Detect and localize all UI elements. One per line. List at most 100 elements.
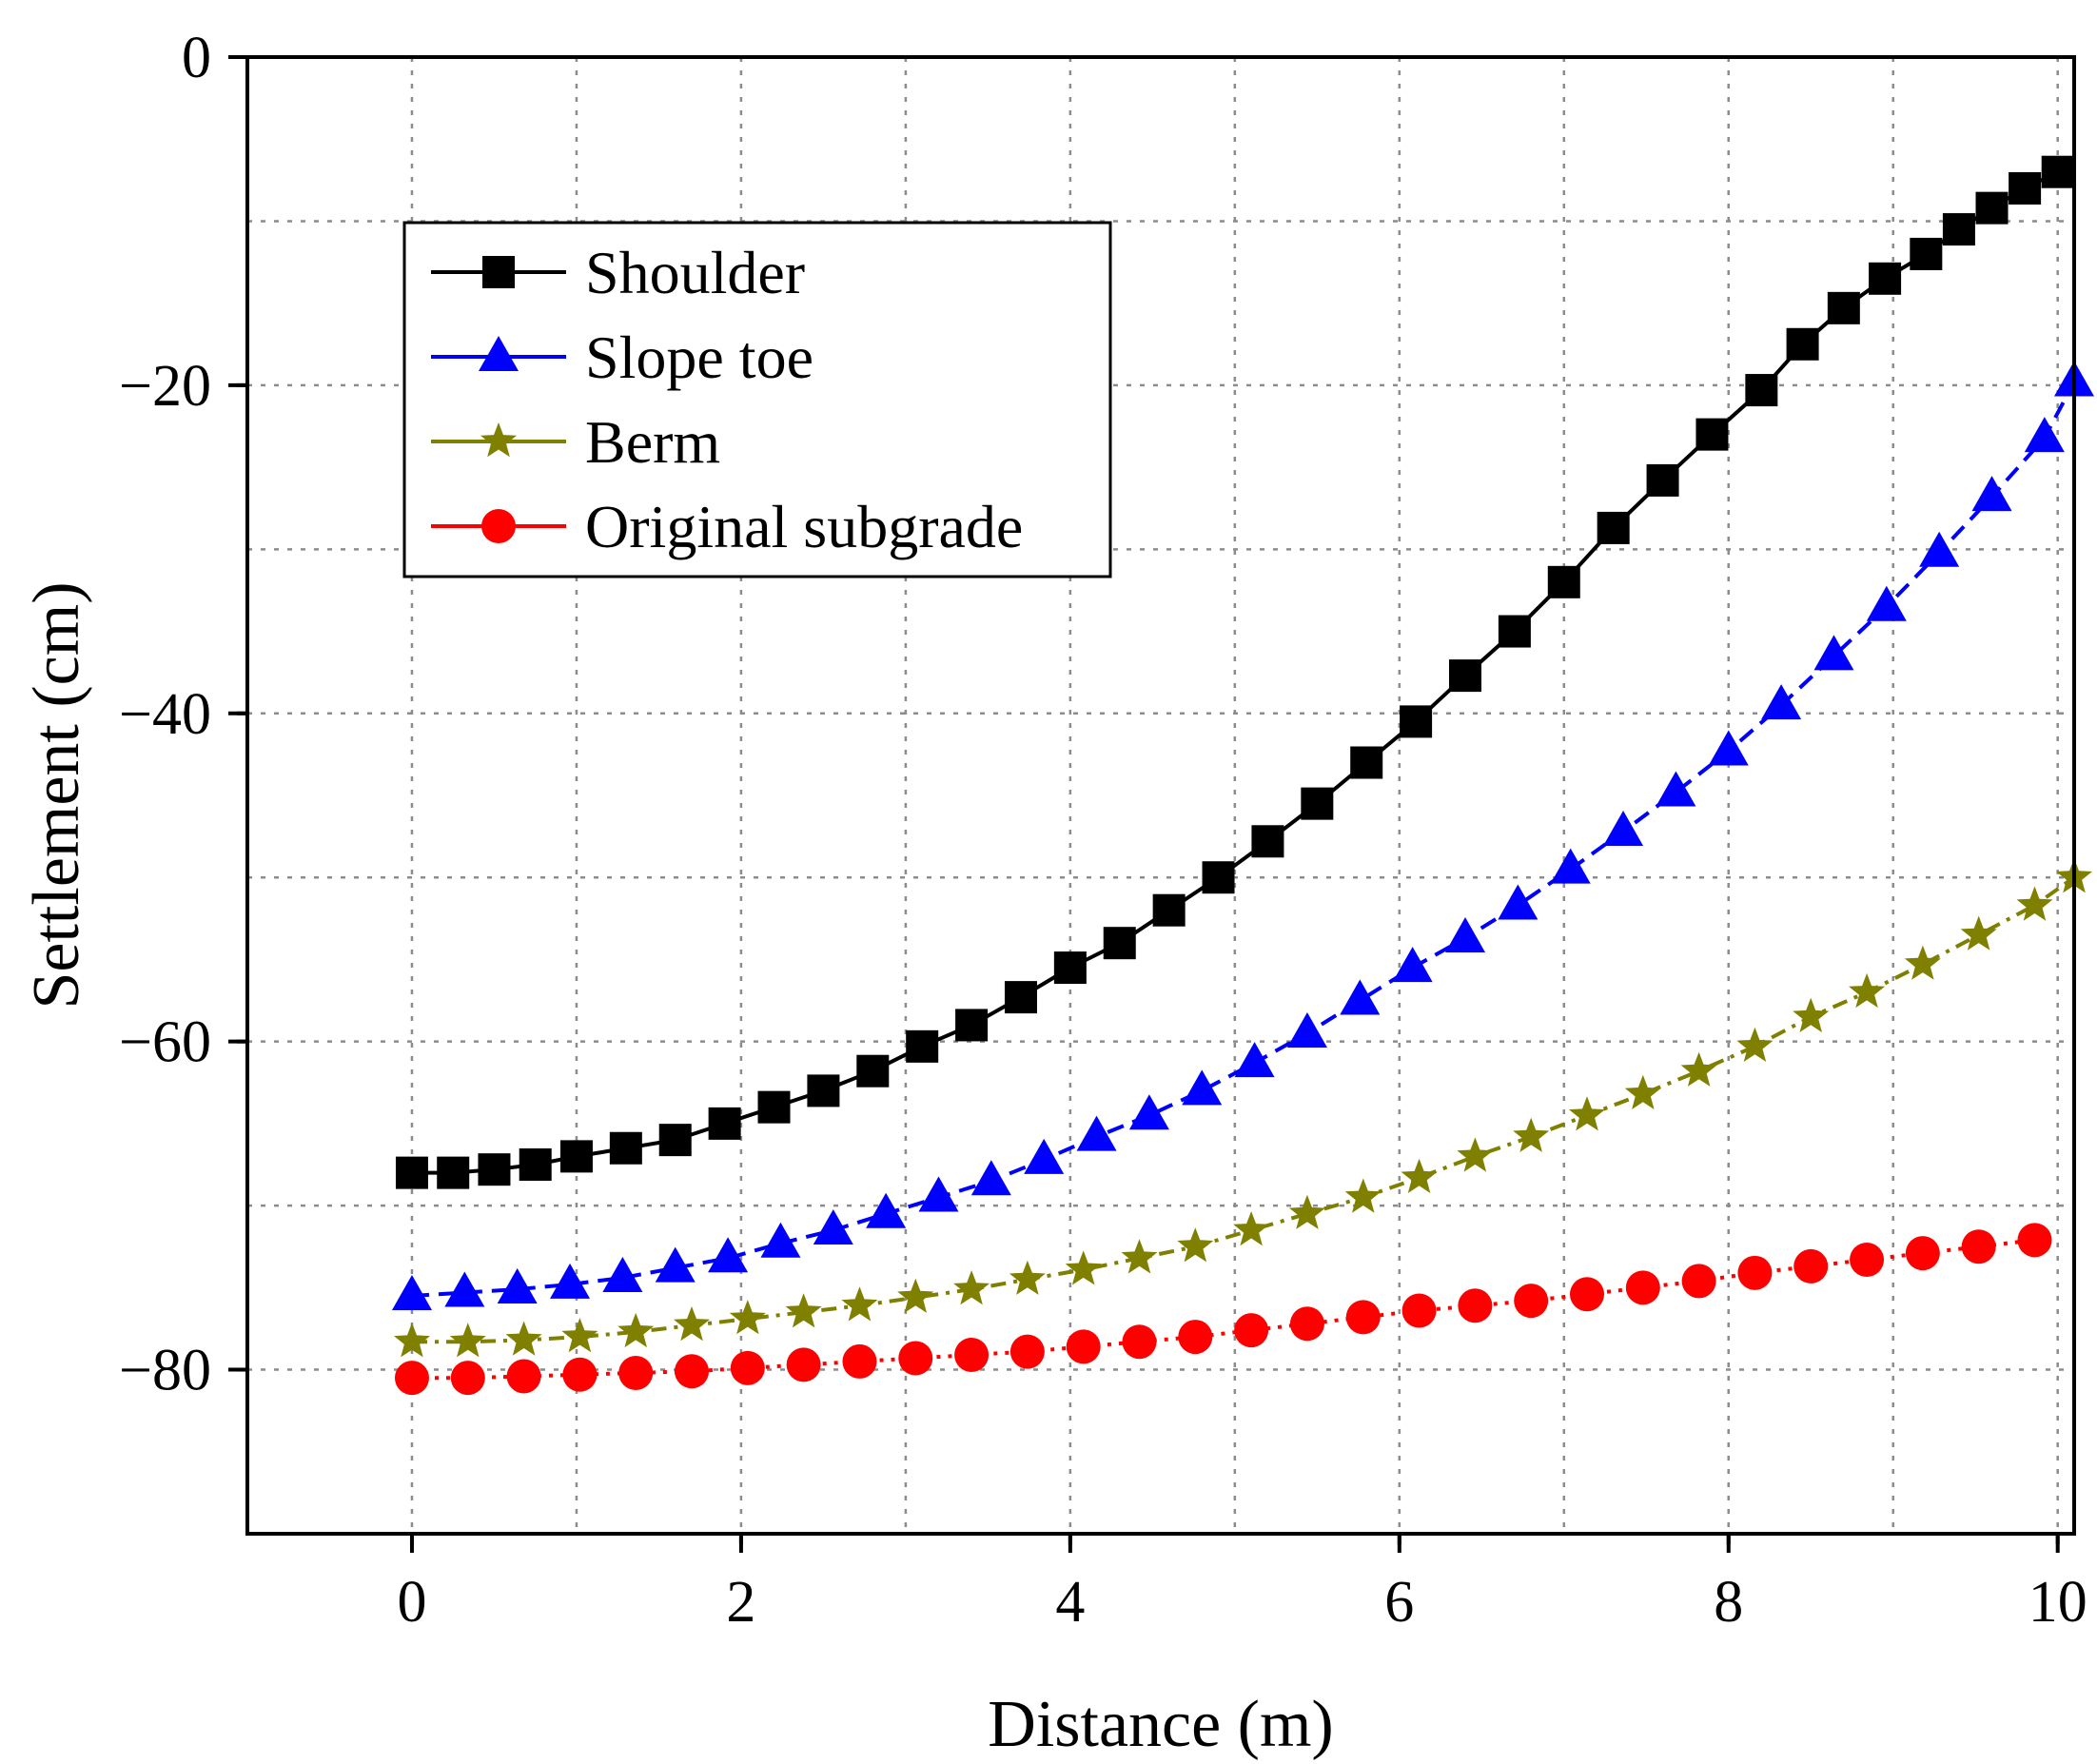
data-point [674,1306,710,1342]
data-point [1904,945,1941,980]
data-point [1457,1137,1494,1172]
data-point [394,1361,429,1396]
data-point [1345,1300,1381,1335]
data-point [1152,893,1186,927]
legend-marker [480,422,517,458]
y-axis-title: Settlement (cm) [20,581,93,1009]
data-point [1301,787,1334,820]
data-point [394,1323,430,1358]
data-point [1498,615,1531,648]
data-point [1202,861,1235,894]
data-point [1971,476,2012,512]
legend-item: Shoulder [431,239,805,306]
data-point [1182,1069,1223,1106]
data-point [1392,947,1433,983]
data-point [609,1131,642,1165]
data-point [1919,531,1960,567]
data-point [1624,1074,1661,1109]
data-point [1681,1264,1716,1299]
data-point [1695,418,1729,451]
data-point [550,1263,591,1299]
data-point [1234,1313,1269,1348]
x-tick-label: 0 [397,1570,426,1635]
plot-frame [245,55,2076,1536]
y-tick-label: −40 [119,682,211,747]
data-point [1344,1178,1382,1213]
data-point [1514,1284,1549,1319]
data-point [786,1347,821,1382]
y-tick-label: −80 [119,1339,211,1403]
data-point [1597,511,1630,544]
data-point [437,1156,470,1189]
legend-label: Original subgrade [585,493,1023,560]
x-tick-label: 4 [1055,1570,1085,1635]
data-point [2041,155,2074,188]
data-point [1076,1115,1117,1151]
data-point [2009,171,2042,205]
data-point [1177,1227,1214,1263]
legend-item: Slope toe [431,323,813,391]
data-point [497,1268,538,1304]
data-point [1961,1229,1996,1264]
data-point [1513,1117,1550,1152]
data-point [2016,886,2053,921]
data-point [561,1318,598,1353]
data-point [1234,1042,1275,1078]
legend-marker [481,509,516,543]
data-point [1340,979,1381,1015]
x-tick-label: 2 [726,1570,755,1635]
data-point [658,1124,692,1157]
data-point [1009,1260,1046,1295]
y-tick-label: 0 [182,26,211,90]
data-point [1401,1158,1438,1193]
data-point [785,1293,822,1328]
data-point [1401,1293,1437,1328]
data-point [1736,1027,1774,1062]
legend-label: Slope toe [585,323,813,391]
data-point [1289,1306,1324,1342]
data-point [1449,659,1481,693]
x-tick-label: 6 [1384,1570,1414,1635]
data-point [391,1274,432,1310]
data-point [1288,1194,1325,1229]
data-point [906,1029,939,1063]
data-point [1603,810,1644,846]
data-point [866,1192,907,1228]
data-point [1009,1334,1045,1369]
x-axis-title: Distance (m) [988,1688,1333,1761]
series-line [412,1238,2035,1381]
data-point [2024,417,2065,453]
data-point [757,1090,791,1124]
data-point [1547,565,1580,598]
legend-box [402,221,1112,578]
data-point [1827,291,1860,324]
data-point [1445,917,1485,953]
legend-item: Berm [431,408,720,476]
data-point [730,1350,765,1385]
data-point [449,1323,486,1358]
data-point [1251,825,1284,858]
data-point [1024,1138,1065,1174]
data-point [918,1176,959,1212]
x-tick-label: 10 [2028,1570,2087,1635]
data-point [1550,848,1591,884]
data-point [1942,213,1975,246]
data-point [954,1338,990,1373]
data-point [1869,262,1902,295]
data-point [602,1256,643,1292]
data-point [898,1341,933,1376]
data-point [1569,1096,1605,1131]
data-point [1849,972,1886,1009]
data-point [478,1153,511,1186]
data-point [655,1246,696,1283]
data-point [505,1321,542,1356]
series-shoulder [395,155,2074,1189]
data-point [1761,684,1802,720]
data-point [955,1009,989,1042]
legend: Shoulder Slope toe Berm Original subgrade [402,221,1112,578]
data-point [842,1343,877,1379]
data-point [708,1107,741,1140]
data-point [1128,1094,1169,1130]
data-point [559,1140,593,1173]
